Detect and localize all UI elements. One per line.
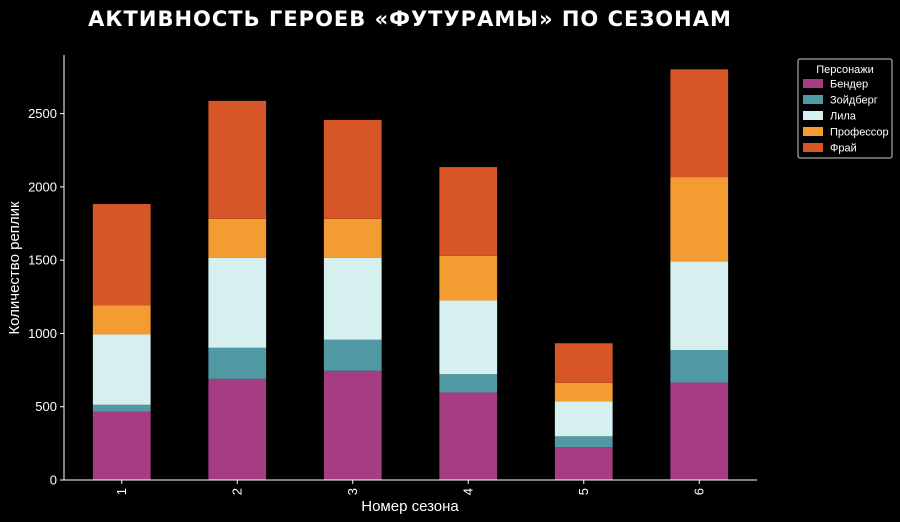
y-tick-label: 2000	[28, 179, 57, 194]
legend-item-label: Профессор	[830, 127, 889, 139]
legend-title: Персонажи	[816, 64, 874, 76]
legend-swatch	[803, 79, 823, 88]
bar-segment	[208, 347, 267, 379]
bar-segment	[323, 218, 382, 258]
bar-segment	[323, 257, 382, 340]
y-tick-label: 1000	[28, 326, 57, 341]
x-tick-label: 4	[460, 488, 475, 495]
bar-segment	[554, 436, 613, 448]
bar-segment	[670, 382, 729, 480]
y-ticks-group: 0 500 1000 1500 2000 2500	[28, 106, 64, 488]
bar-segment	[439, 392, 498, 480]
chart-title: АКТИВНОСТЬ ГЕРОЕВ «ФУТУРАМЫ» ПО СЕЗОНАМ	[88, 7, 732, 31]
legend-items: Бендер Зойдберг Лила Профессор Фрай	[803, 79, 889, 155]
bar-segment	[439, 255, 498, 301]
bar-segment	[208, 100, 267, 219]
bar-segment	[92, 305, 151, 335]
bar-segment	[208, 257, 267, 348]
bar-segment	[92, 204, 151, 306]
x-axis-label: Номер сезона	[361, 498, 459, 515]
x-tick-label: 1	[114, 488, 129, 495]
x-tick-label: 5	[576, 488, 591, 495]
bar-segment	[670, 69, 729, 178]
bars-group	[92, 69, 729, 480]
legend-item-label: Бендер	[830, 79, 868, 91]
x-ticks-group: 1 2 3 4 5 6	[114, 480, 706, 495]
bar-segment	[323, 119, 382, 219]
legend-item-label: Лила	[830, 111, 857, 123]
bar-segment	[554, 343, 613, 383]
legend-swatch	[803, 95, 823, 104]
bar-segment	[323, 370, 382, 480]
x-tick-label: 6	[691, 488, 706, 495]
y-tick-label: 0	[50, 473, 57, 488]
bar-segment	[208, 378, 267, 480]
bar-segment	[439, 300, 498, 375]
bar-segment	[92, 411, 151, 480]
axes-group	[63, 55, 757, 481]
bar-segment	[92, 404, 151, 412]
bar-segment	[208, 218, 267, 258]
legend: Персонажи Бендер Зойдберг Лила Профессор Фра…	[797, 58, 893, 159]
bar-segment	[554, 447, 613, 480]
bar-segment	[439, 167, 498, 256]
y-tick-label: 2500	[28, 106, 57, 121]
legend-item-label: Зойдберг	[830, 95, 878, 107]
legend-swatch	[803, 127, 823, 136]
bar-segment	[554, 382, 613, 402]
bar-segment	[323, 339, 382, 371]
bar-segment	[554, 401, 613, 437]
y-axis-label: Количество реплик	[6, 201, 23, 335]
legend-swatch	[803, 143, 823, 152]
bar-segment	[670, 177, 729, 262]
x-tick-label: 2	[229, 488, 244, 495]
x-tick-label: 3	[345, 488, 360, 495]
bar-segment	[670, 261, 729, 350]
bar-segment	[670, 350, 729, 383]
y-tick-label: 500	[35, 399, 57, 414]
legend-swatch	[803, 111, 823, 120]
y-tick-label: 1500	[28, 253, 57, 268]
bar-segment	[92, 334, 151, 405]
legend-item-label: Фрай	[830, 143, 857, 155]
bar-segment	[439, 374, 498, 393]
